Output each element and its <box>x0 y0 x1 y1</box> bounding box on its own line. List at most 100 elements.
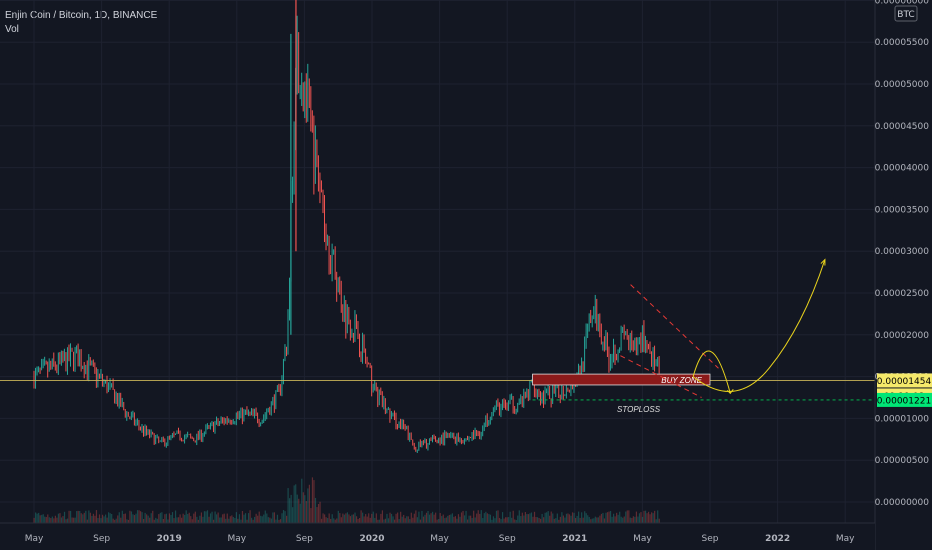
volume-bar <box>136 510 139 523</box>
buy-zone-box[interactable] <box>532 373 711 386</box>
volume-bar <box>546 512 548 523</box>
volume-bar <box>343 514 345 523</box>
volume-bar <box>200 512 203 523</box>
volume-bar <box>473 510 475 523</box>
x-tick-label: May <box>836 534 855 544</box>
y-tick-label: 0.00000500 <box>875 456 930 466</box>
volume-bar <box>520 516 522 523</box>
volume-bar <box>351 514 353 523</box>
volume-bar <box>310 508 312 523</box>
volume-bar <box>279 519 282 523</box>
volume-bar <box>468 515 470 523</box>
volume-bar <box>95 510 98 523</box>
volume-bar <box>514 519 516 523</box>
volume-bar <box>308 484 311 523</box>
volume-bar <box>71 517 73 523</box>
volume-bar <box>585 513 587 523</box>
volume-bar <box>505 517 507 523</box>
volume-bar <box>570 515 572 523</box>
volume-bar <box>511 517 513 523</box>
volume-bar <box>459 516 461 523</box>
volume-bar <box>500 519 502 523</box>
volume-bar <box>474 517 476 523</box>
projection-arc-large[interactable] <box>692 259 826 392</box>
volume-bar <box>599 515 601 523</box>
currency-badge-box[interactable] <box>894 5 918 22</box>
volume-bar <box>79 510 81 523</box>
volume-bar <box>170 514 172 523</box>
channel-upper-line[interactable] <box>630 284 719 369</box>
volume-bar <box>640 512 642 523</box>
projection-path[interactable] <box>692 258 826 395</box>
volume-bar <box>553 518 555 523</box>
volume-bar <box>631 518 633 523</box>
channel-lower-line[interactable] <box>620 355 702 398</box>
last-price-tag-box <box>877 373 932 388</box>
currency-badge[interactable]: BTC <box>894 5 918 22</box>
volume-bar <box>352 514 355 523</box>
volume-bar <box>112 518 114 523</box>
volume-bar <box>278 519 280 523</box>
volume-bar <box>106 517 108 523</box>
volume-bar <box>121 510 123 523</box>
descending-channel[interactable] <box>620 284 719 398</box>
volume-bar <box>626 510 628 523</box>
volume-bar <box>194 511 196 523</box>
volume-bar <box>538 518 540 523</box>
volume-bar <box>576 515 578 523</box>
volume-bar <box>220 517 222 523</box>
volume-bar <box>512 510 514 523</box>
volume-bar <box>397 512 399 523</box>
volume-bar <box>372 511 374 523</box>
volume-bar <box>412 517 414 523</box>
volume-bar <box>594 516 596 523</box>
volume-bar <box>651 512 653 523</box>
volume-bar <box>247 513 250 523</box>
volume-bar <box>161 512 163 523</box>
volume-bar <box>457 514 460 523</box>
volume-bar <box>541 513 543 523</box>
volume-bar <box>317 503 320 523</box>
volume-bar <box>205 511 207 523</box>
volume-bar <box>562 515 565 523</box>
volume-bar <box>406 516 408 523</box>
x-tick-label: May <box>633 534 652 544</box>
volume-bar <box>564 517 566 523</box>
volume-bar <box>70 510 72 523</box>
volume-bar <box>625 511 627 523</box>
volume-bar <box>187 513 189 523</box>
volume-indicator-label[interactable]: Vol <box>5 24 19 35</box>
volume-bar <box>606 512 609 523</box>
y-tick-label: 0.00004500 <box>875 122 930 132</box>
volume-bar <box>424 514 426 523</box>
projection-arc-small[interactable] <box>692 350 731 394</box>
volume-bar <box>115 518 117 523</box>
volume-bar <box>111 513 113 523</box>
volume-bar <box>600 513 603 523</box>
volume-bar <box>383 519 385 523</box>
volume-bar <box>73 517 75 523</box>
volume-bar <box>152 510 154 523</box>
volume-bar <box>293 485 295 523</box>
volume-bar <box>578 511 580 523</box>
volume-bar <box>416 517 418 523</box>
volume-bar <box>109 513 111 523</box>
volume-bar <box>616 512 618 523</box>
volume-bar <box>85 510 87 523</box>
volume-bar <box>658 518 660 523</box>
volume-bar <box>494 518 496 523</box>
volume-bar <box>270 518 272 523</box>
volume-bar <box>296 494 298 523</box>
volume-bar <box>386 513 388 523</box>
volume-bar <box>355 516 358 523</box>
volume-bar <box>556 513 558 523</box>
volume-bar <box>235 512 237 523</box>
volume-bar <box>381 510 384 523</box>
volume-bar <box>392 516 394 523</box>
volume-bar <box>649 514 651 523</box>
volume-bar <box>80 513 82 523</box>
volume-bar <box>162 518 164 523</box>
volume-bar <box>587 515 589 523</box>
volume-bar <box>66 518 69 523</box>
